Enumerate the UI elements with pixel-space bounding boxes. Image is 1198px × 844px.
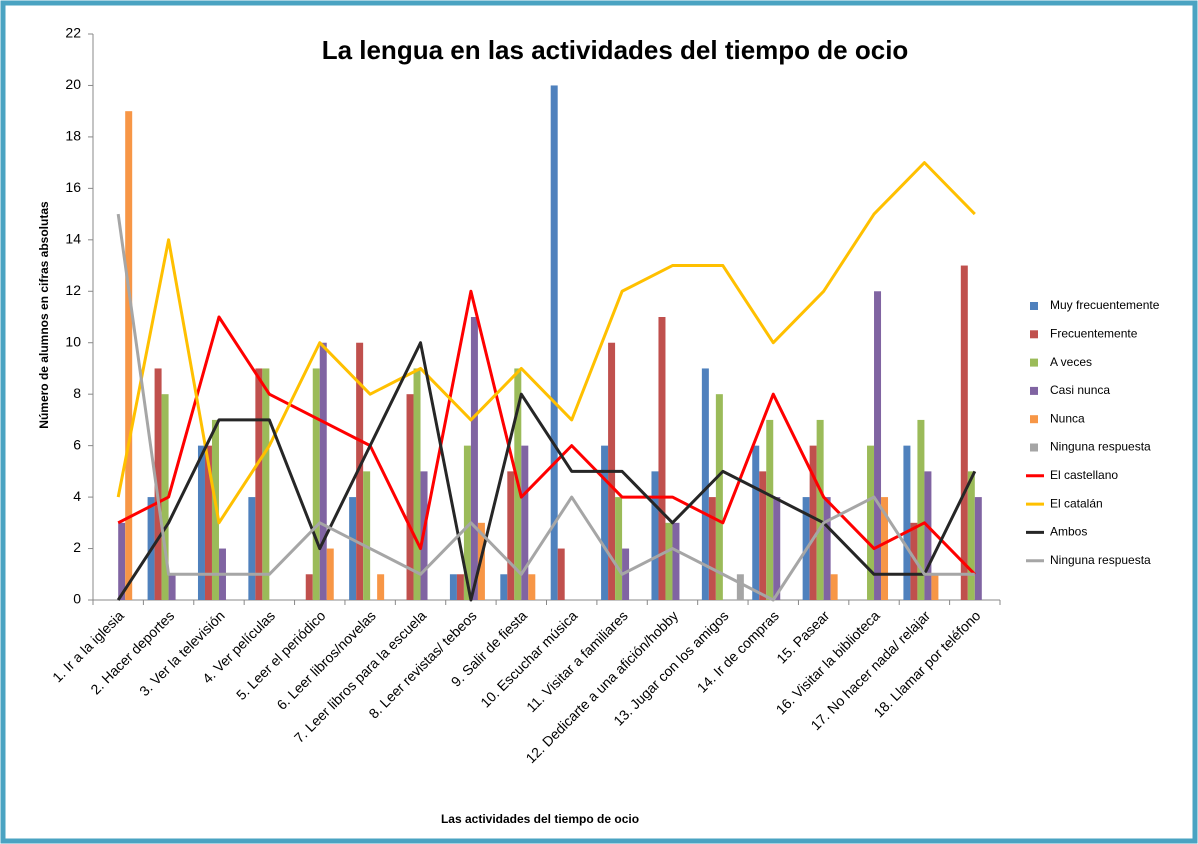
bar — [701, 368, 709, 600]
bar — [903, 445, 911, 600]
bar — [197, 445, 205, 600]
bar — [910, 522, 918, 600]
legend-swatch — [1030, 302, 1038, 310]
bar — [305, 574, 313, 600]
legend-swatch — [1030, 386, 1038, 395]
bar — [154, 368, 162, 600]
bar — [319, 342, 327, 600]
bar — [349, 497, 357, 600]
chart-title: La lengua en las actividades del tiempo … — [322, 35, 909, 65]
bar — [161, 394, 169, 600]
bar — [881, 497, 889, 600]
line — [117, 289, 976, 576]
bar — [255, 368, 263, 600]
bar — [356, 342, 364, 600]
legend-label: Muy frecuentemente — [1050, 298, 1160, 312]
bar — [507, 471, 515, 600]
y-tick-label: 20 — [65, 76, 81, 92]
bar — [830, 574, 838, 600]
bar — [708, 497, 716, 600]
y-tick-label: 8 — [73, 385, 81, 401]
y-tick-label: 18 — [65, 128, 81, 144]
bar — [312, 368, 320, 600]
bar — [867, 445, 875, 600]
bar — [262, 368, 270, 600]
bar — [715, 394, 723, 600]
bar — [413, 368, 421, 600]
bar — [766, 419, 774, 600]
bar — [622, 548, 630, 600]
bar — [736, 574, 744, 600]
bar — [456, 574, 464, 600]
bar — [816, 419, 824, 600]
bar — [759, 471, 767, 600]
bar — [326, 548, 334, 600]
bar — [248, 497, 256, 600]
legend-label: Ambos — [1050, 525, 1087, 539]
y-tick-label: 4 — [73, 488, 81, 504]
bar — [449, 574, 457, 600]
bar — [204, 445, 212, 600]
legend-label: El castellano — [1050, 468, 1118, 482]
y-tick-label: 22 — [65, 25, 81, 41]
legend-label: Ninguna respuesta — [1050, 440, 1151, 454]
bar — [406, 394, 414, 600]
x-axis-label: Las actividades del tiempo de ocio — [441, 812, 639, 826]
legend-label: Nunca — [1050, 411, 1085, 425]
y-axis-label: Número de alumnos en cifras absolutas — [37, 201, 51, 429]
bar — [521, 445, 529, 600]
bar — [470, 317, 478, 600]
line — [116, 161, 976, 525]
line — [116, 341, 977, 602]
y-tick-label: 12 — [65, 282, 81, 298]
bar — [917, 419, 925, 600]
legend-swatch — [1030, 330, 1038, 339]
bar — [752, 445, 760, 600]
bar — [960, 265, 968, 600]
legend-label: A veces — [1050, 355, 1092, 369]
bar — [823, 497, 831, 600]
legend-swatch — [1030, 443, 1038, 452]
bar — [363, 471, 371, 600]
bar — [557, 548, 565, 600]
legend-label: El catalán — [1050, 496, 1103, 510]
line — [116, 213, 975, 602]
bar — [550, 85, 558, 601]
bar — [931, 574, 939, 600]
y-tick-label: 2 — [73, 539, 81, 555]
bar — [528, 574, 536, 600]
y-tick-label: 10 — [65, 333, 81, 349]
bar — [500, 574, 508, 600]
bar — [168, 574, 176, 600]
legend-label: Ninguna respuesta — [1050, 553, 1151, 567]
bar — [874, 291, 882, 600]
bar — [463, 445, 471, 600]
y-tick-label: 6 — [73, 436, 81, 452]
bar — [967, 471, 975, 600]
bar — [924, 471, 932, 600]
bar — [615, 497, 623, 600]
bar — [651, 471, 659, 600]
y-tick-label: 16 — [65, 179, 81, 195]
legend-swatch — [1030, 415, 1038, 424]
bar — [377, 574, 385, 600]
y-tick-label: 0 — [73, 591, 81, 607]
bar — [809, 445, 817, 600]
bar — [665, 522, 673, 600]
bar — [601, 445, 609, 600]
bar — [118, 522, 126, 600]
bar — [658, 317, 666, 600]
legend-swatch — [1030, 358, 1038, 367]
bar — [773, 497, 781, 600]
bar — [125, 111, 133, 600]
y-tick-label: 14 — [65, 231, 81, 247]
bar — [974, 497, 982, 600]
bar — [672, 522, 680, 600]
legend-label: Casi nunca — [1050, 383, 1110, 397]
legend-label: Frecuentemente — [1050, 326, 1138, 340]
